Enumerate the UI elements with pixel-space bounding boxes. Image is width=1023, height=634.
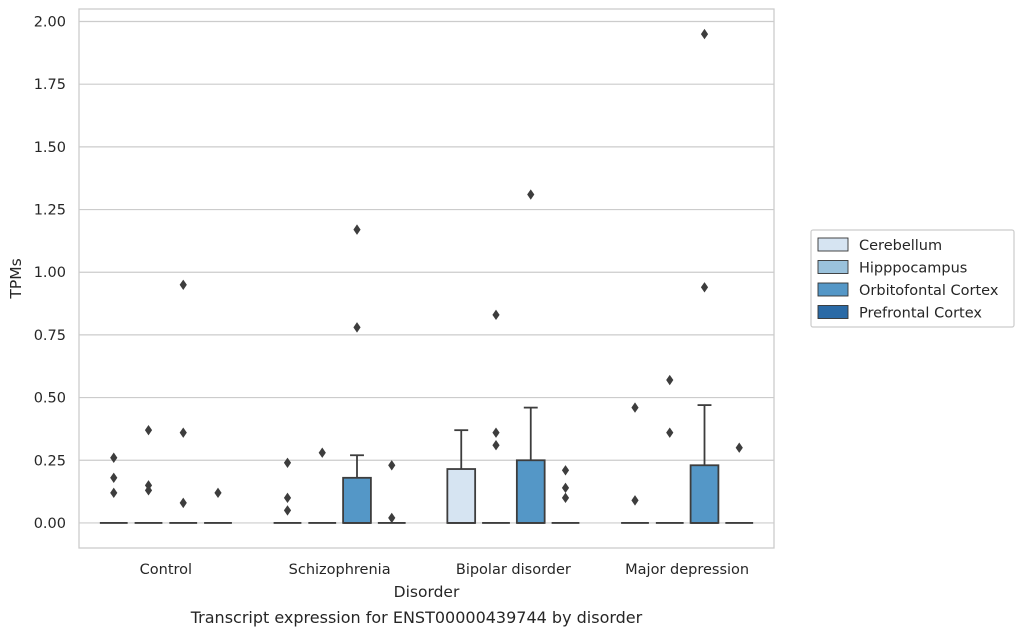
x-tick-label: Schizophrenia bbox=[289, 562, 391, 578]
box-2-0 bbox=[446, 429, 477, 524]
box-2-2 bbox=[515, 406, 546, 524]
outlier-marker bbox=[179, 279, 187, 290]
legend-label: Prefrontal Cortex bbox=[859, 306, 982, 322]
outlier-marker bbox=[666, 427, 674, 438]
legend-swatch bbox=[817, 260, 849, 274]
outlier-marker bbox=[110, 472, 118, 484]
box-1-2 bbox=[342, 454, 372, 524]
boxes bbox=[99, 404, 754, 524]
outlier-marker bbox=[214, 487, 222, 499]
outlier-marker bbox=[561, 465, 570, 476]
outlier-marker bbox=[700, 28, 709, 40]
y-tick-label: 1.75 bbox=[34, 77, 66, 93]
legend-label: Cerebellum bbox=[859, 238, 942, 254]
outlier-marker bbox=[283, 457, 292, 468]
outlier-marker bbox=[318, 447, 326, 458]
y-tick-label: 1.50 bbox=[34, 140, 66, 156]
y-tick-label: 0.50 bbox=[34, 391, 66, 407]
y-tick-label: 1.00 bbox=[34, 265, 66, 281]
outlier-marker bbox=[283, 505, 292, 516]
x-tick-label: Control bbox=[140, 562, 192, 578]
box-rect bbox=[342, 476, 372, 524]
outlier-marker bbox=[144, 424, 153, 436]
chart-caption: Transcript expression for ENST0000043974… bbox=[190, 608, 643, 627]
box-3-2 bbox=[689, 404, 720, 524]
x-axis-label: Disorder bbox=[394, 583, 460, 601]
y-tick-label: 2.00 bbox=[34, 15, 66, 31]
outlier-marker bbox=[353, 322, 361, 333]
outlier-marker bbox=[631, 495, 639, 506]
outlier-marker bbox=[110, 487, 118, 499]
box-rect bbox=[515, 459, 546, 524]
legend-frame bbox=[810, 229, 1015, 328]
outlier-marker bbox=[735, 442, 743, 453]
outlier-marker bbox=[527, 189, 535, 200]
legend: Cerebellum Hipppocampus Orbitofontal Corte… bbox=[810, 229, 1015, 328]
legend-label: Hipppocampus bbox=[859, 261, 967, 277]
y-axis-label: TPMs bbox=[7, 258, 25, 299]
outlier-marker bbox=[179, 497, 187, 509]
outlier-marker bbox=[353, 224, 361, 235]
outlier-marker bbox=[110, 452, 118, 463]
outlier-marker bbox=[144, 485, 153, 496]
y-tick-label: 0.00 bbox=[34, 516, 66, 532]
outlier-marker bbox=[179, 427, 187, 438]
legend-swatch bbox=[817, 305, 849, 319]
outlier-marker bbox=[388, 460, 396, 471]
box-rect bbox=[446, 468, 477, 524]
outlier-marker bbox=[666, 374, 674, 386]
y-tick-label: 0.75 bbox=[34, 328, 66, 344]
outlier-marker bbox=[492, 440, 500, 451]
y-tick-label: 0.25 bbox=[34, 453, 66, 469]
legend-swatch bbox=[817, 237, 849, 252]
outlier-marker bbox=[283, 492, 292, 504]
outlier-marker bbox=[492, 427, 500, 438]
legend-label: Orbitofontal Cortex bbox=[859, 283, 999, 299]
x-tick-label: Major depression bbox=[625, 562, 749, 578]
gridlines bbox=[79, 20, 774, 524]
outlier-marker bbox=[492, 309, 500, 321]
y-tick-label: 1.25 bbox=[34, 203, 66, 219]
y-axis-ticks: 0.00 0.25 0.50 0.75 1.00 1.25 1.50 1.75 2.00 bbox=[34, 15, 66, 532]
outlier-marker bbox=[561, 492, 570, 504]
plot-area-frame bbox=[78, 8, 775, 549]
outlier-marker bbox=[388, 512, 396, 524]
x-axis-ticks: Control Schizophrenia Bipolar disorder Majo… bbox=[140, 562, 749, 578]
outlier-marker bbox=[561, 482, 570, 494]
outlier-marker bbox=[631, 402, 639, 413]
outlier-marker bbox=[700, 282, 709, 293]
x-tick-label: Bipolar disorder bbox=[456, 562, 571, 578]
legend-swatch bbox=[817, 282, 849, 297]
box-rect bbox=[689, 464, 720, 524]
outliers bbox=[110, 28, 743, 524]
